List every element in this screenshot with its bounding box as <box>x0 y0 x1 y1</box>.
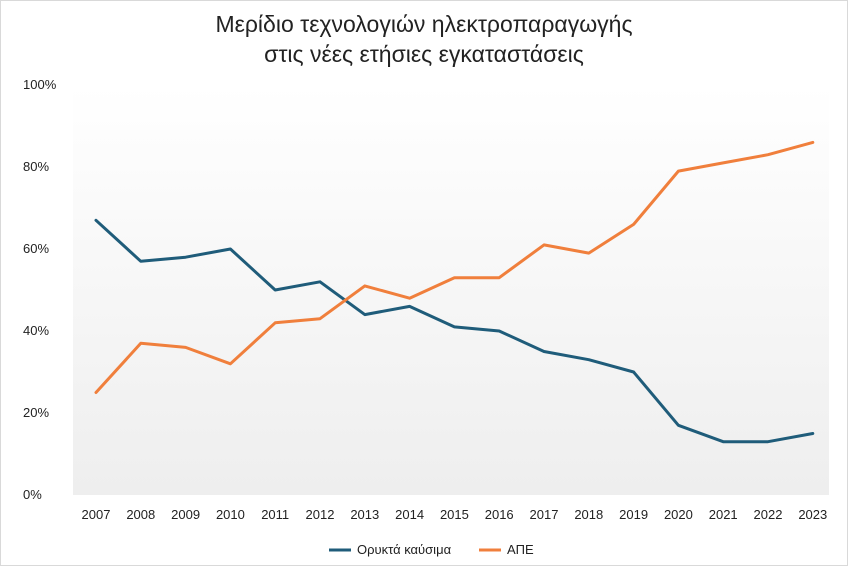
series-line-1 <box>94 218 815 444</box>
plot-area <box>73 85 829 495</box>
y-axis: 0% 20% 40% 60% 80% 100% <box>23 77 57 502</box>
x-tick-label: 2021 <box>709 507 738 522</box>
chart-title: Μερίδιο τεχνολογιών ηλεκτροπαραγωγής στι… <box>1 9 847 69</box>
x-tick-label: 2010 <box>216 507 245 522</box>
y-tick-label: 100% <box>23 77 57 92</box>
x-tick-label: 2014 <box>395 507 424 522</box>
x-tick-label: 2018 <box>574 507 603 522</box>
y-tick-label: 20% <box>23 405 49 420</box>
series-line-2 <box>94 140 815 394</box>
x-axis: 2007 2008 2009 2010 2011 2012 2013 2014 2015 2016… <box>82 507 828 522</box>
x-tick-label: 2008 <box>126 507 155 522</box>
chart-title-line-1: Μερίδιο τεχνολογιών ηλεκτροπαραγωγής <box>215 11 633 37</box>
x-tick-label: 2017 <box>530 507 559 522</box>
y-tick-label: 60% <box>23 241 49 256</box>
series-layer <box>94 140 815 444</box>
y-tick-label: 0% <box>23 487 42 502</box>
x-tick-label: 2023 <box>798 507 827 522</box>
y-tick-label: 40% <box>23 323 49 338</box>
x-tick-label: 2013 <box>350 507 379 522</box>
x-tick-label: 2020 <box>664 507 693 522</box>
legend-label-2: ΑΠΕ <box>507 542 534 557</box>
x-tick-label: 2012 <box>306 507 335 522</box>
x-tick-label: 2015 <box>440 507 469 522</box>
x-tick-label: 2009 <box>171 507 200 522</box>
legend-label-1: Ορυκτά καύσιμα <box>357 542 452 557</box>
x-tick-label: 2016 <box>485 507 514 522</box>
x-tick-label: 2019 <box>619 507 648 522</box>
legend: Ορυκτά καύσιμα ΑΠΕ <box>329 542 534 557</box>
chart-title-line-2: στις νέες ετήσιες εγκαταστάσεις <box>264 41 584 67</box>
x-tick-label: 2022 <box>754 507 783 522</box>
x-tick-label: 2007 <box>82 507 111 522</box>
x-tick-label: 2011 <box>261 507 289 522</box>
y-tick-label: 80% <box>23 159 49 174</box>
